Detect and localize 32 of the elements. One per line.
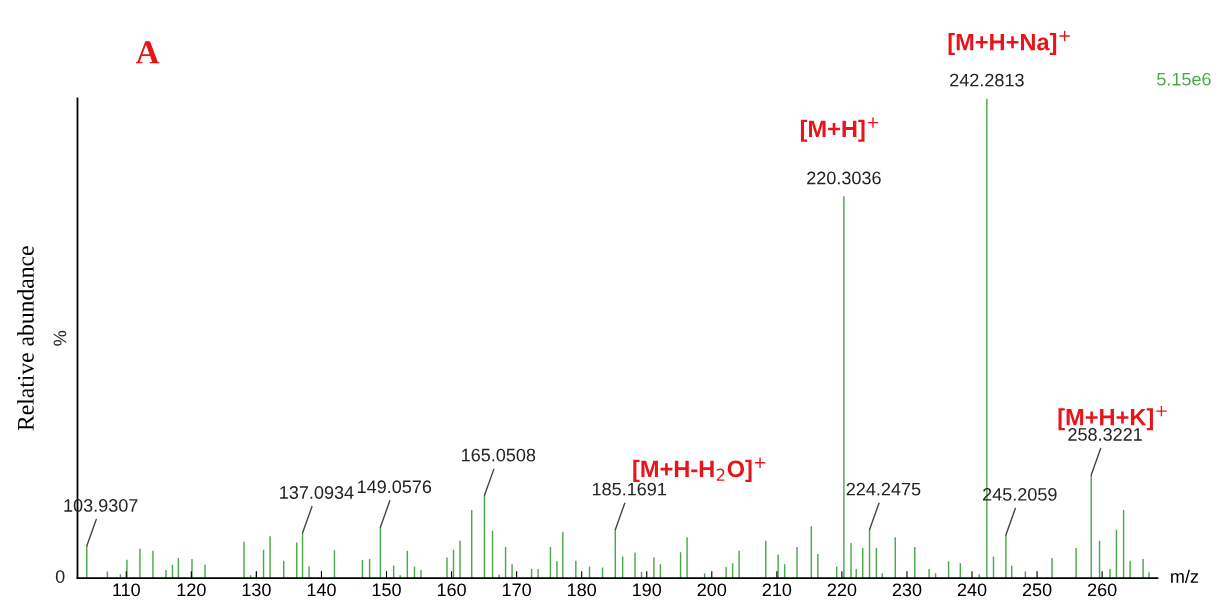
annotation: 149.0576	[357, 480, 432, 494]
annotation: 220.3036	[807, 171, 881, 185]
x-tick-label: 170	[502, 583, 531, 597]
x-tick-label: 120	[177, 583, 206, 597]
x-tick-label: 150	[372, 583, 401, 597]
x-tick-label: 210	[762, 583, 792, 597]
y-axis-title: Relative abundance	[17, 246, 34, 431]
text: 5.15e6	[1157, 72, 1211, 86]
x-axis-title: m/z	[1171, 569, 1199, 583]
x-tick-label: 160	[437, 583, 466, 597]
annotation: [M+H-H$_{2}$O]$^{+}$	[633, 457, 766, 482]
x-tick-label: 250	[1022, 583, 1052, 597]
chart-title: A	[135, 41, 160, 64]
annotation: 224.2475	[846, 482, 921, 496]
x-tick-label: 230	[892, 583, 922, 597]
x-tick-label: 260	[1087, 583, 1117, 597]
x-tick-label: 110	[113, 583, 140, 597]
annotation: 185.1691	[592, 482, 666, 496]
x-tick-label: 140	[307, 583, 336, 597]
x-tick-label: 130	[242, 583, 271, 597]
annotation: [M+H]$^{+}$	[800, 117, 879, 142]
x-tick-label: 180	[567, 583, 597, 597]
x-tick-label: 190	[633, 583, 662, 597]
text: %	[53, 330, 67, 346]
annotation: 242.2813	[950, 73, 1024, 87]
annotation: 137.0934	[280, 486, 354, 499]
text: [M+H+Na]$^{+}$	[948, 30, 1070, 56]
text: 0	[55, 570, 65, 583]
x-tick-label: 220	[827, 583, 857, 597]
x-tick-label: 200	[697, 583, 727, 597]
x-tick-label: 240	[957, 583, 987, 597]
annotation: 165.0508	[462, 448, 536, 462]
